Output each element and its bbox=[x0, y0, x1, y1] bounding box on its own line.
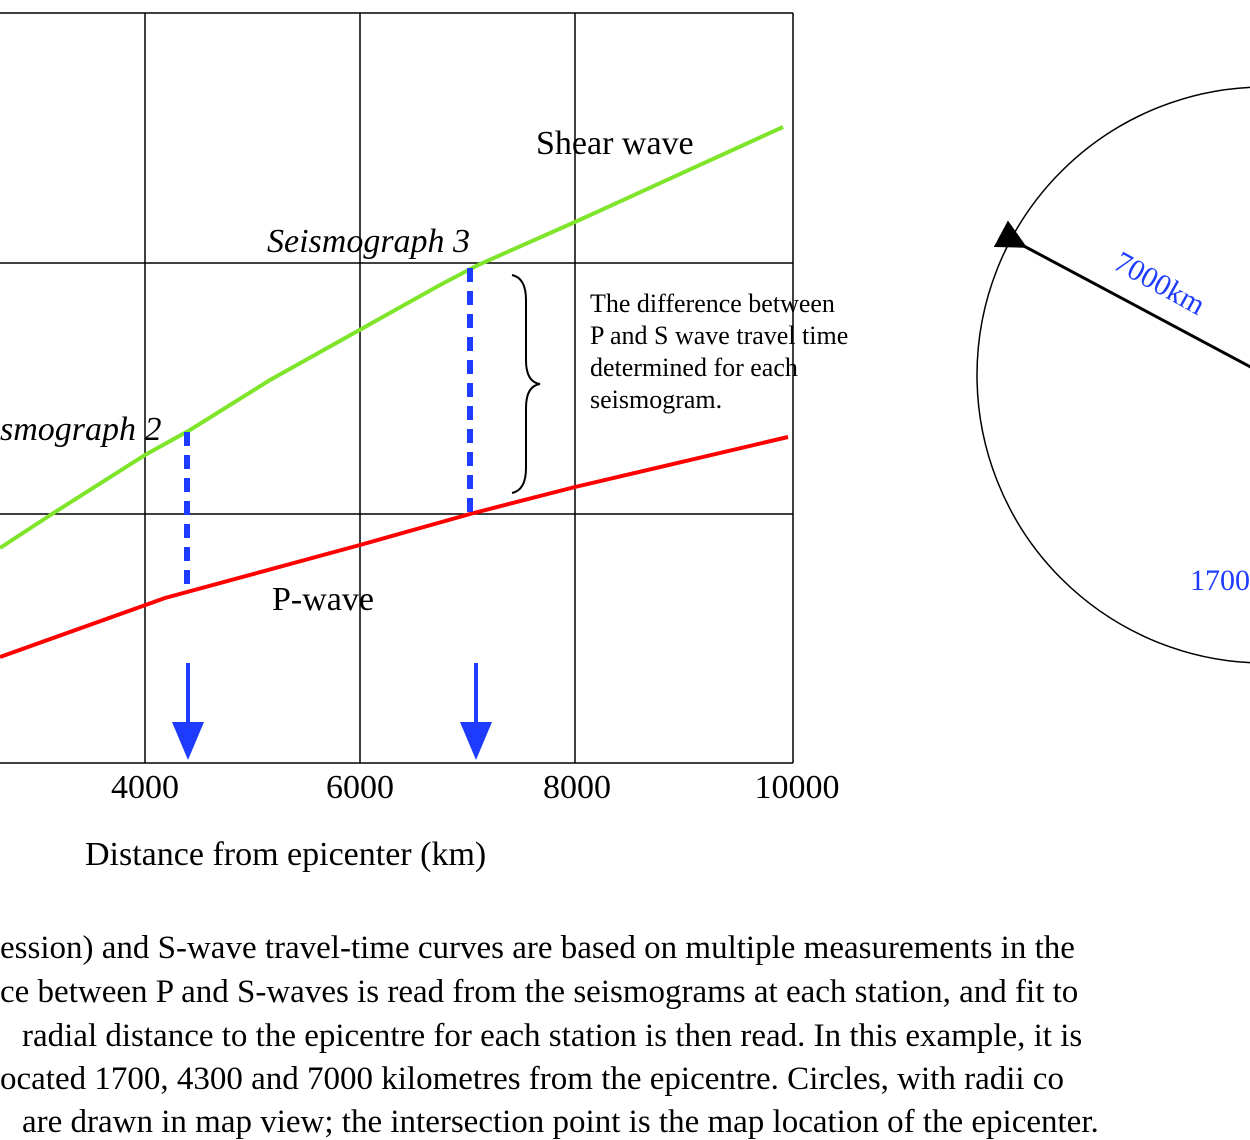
x-tick-label: 6000 bbox=[326, 769, 394, 806]
caption-line: ession) and S-wave travel-time curves ar… bbox=[0, 930, 1075, 966]
p-wave-curve bbox=[0, 435, 789, 659]
annotation-line: seismogram. bbox=[590, 385, 722, 414]
brace bbox=[511, 274, 541, 494]
caption-line: radial distance to the epicentre for eac… bbox=[22, 1018, 1082, 1054]
x-tick-label: 8000 bbox=[543, 769, 611, 806]
radius-arrow bbox=[993, 220, 1250, 369]
x-tick-label: 10000 bbox=[755, 769, 840, 806]
shear-wave-curve bbox=[0, 125, 784, 550]
annotation-line: P and S wave travel time bbox=[590, 321, 848, 350]
caption: ession) and S-wave travel-time curves ar… bbox=[0, 930, 1099, 1140]
p-wave-label: P-wave bbox=[272, 581, 374, 618]
shear-wave-label: Shear wave bbox=[536, 125, 694, 162]
x-axis-label: Distance from epicenter (km) bbox=[85, 836, 486, 873]
seismograph-label: smograph 2 bbox=[0, 411, 162, 448]
circle-label: 7000km bbox=[1109, 245, 1211, 322]
caption-line: are drawn in map view; the intersection … bbox=[22, 1104, 1099, 1140]
x-tick-label: 4000 bbox=[111, 769, 179, 806]
annotation-line: The difference between bbox=[590, 289, 835, 318]
circle-label: 1700km bbox=[1190, 564, 1250, 597]
station-arrow bbox=[172, 663, 492, 760]
seismograph-label: Seismograph 3 bbox=[267, 223, 470, 260]
plot-grid bbox=[0, 12, 794, 764]
annotation: The difference between P and S wave trav… bbox=[590, 289, 848, 414]
annotation-line: determined for each bbox=[590, 353, 798, 382]
caption-line: ocated 1700, 4300 and 7000 kilometres fr… bbox=[0, 1061, 1064, 1097]
caption-line: ce between P and S-waves is read from th… bbox=[0, 974, 1078, 1010]
map-circle bbox=[976, 86, 1250, 664]
